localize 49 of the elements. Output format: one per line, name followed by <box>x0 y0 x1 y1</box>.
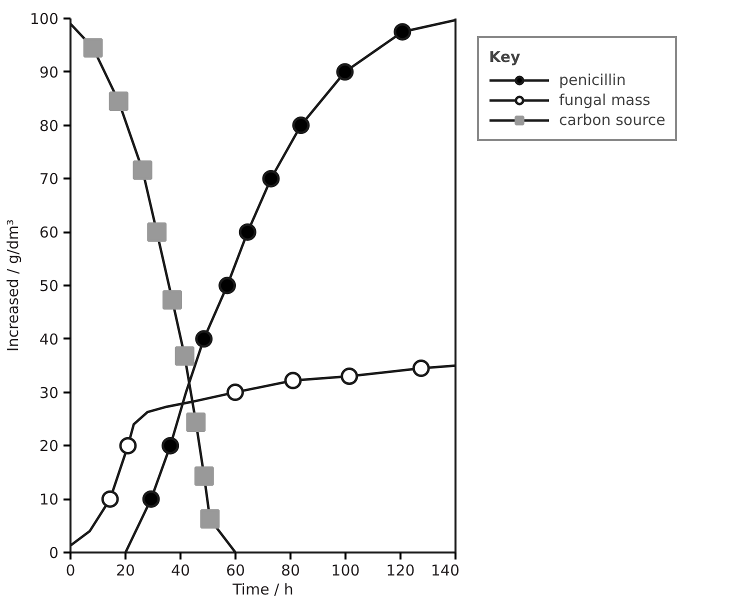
point <box>174 346 194 366</box>
point <box>132 160 152 180</box>
point <box>162 290 182 310</box>
point <box>394 23 412 41</box>
x-tick-label: 60 <box>226 562 246 580</box>
point <box>292 116 310 134</box>
y-tick-label: 50 <box>39 277 59 295</box>
y-tick-label: 40 <box>39 330 59 348</box>
point <box>186 412 206 432</box>
x-tick-label: 0 <box>66 562 76 580</box>
point <box>412 360 430 378</box>
x-tick-label: 40 <box>170 562 190 580</box>
point <box>194 466 214 486</box>
point <box>336 63 354 81</box>
x-axis-title: Time / h <box>232 580 294 598</box>
point <box>142 490 160 508</box>
point <box>226 384 244 402</box>
point <box>340 368 358 386</box>
point <box>200 509 220 529</box>
legend-label: carbon source <box>559 111 666 129</box>
x-tick-label: 140 <box>430 562 460 580</box>
x-tick-label: 80 <box>280 562 300 580</box>
y-tick-label: 100 <box>30 10 59 28</box>
point <box>147 222 167 242</box>
legend-label: penicillin <box>559 71 626 89</box>
x-tick-label: 100 <box>331 562 360 580</box>
y-tick-label: 70 <box>39 170 59 188</box>
point <box>83 38 103 58</box>
point <box>218 276 236 294</box>
y-axis-title: Increased / g/dm³ <box>4 219 22 352</box>
legend-title: Key <box>489 48 522 66</box>
legend-label: fungal mass <box>559 91 650 109</box>
point <box>238 223 256 241</box>
point <box>108 92 128 112</box>
y-tick-label: 90 <box>39 63 59 82</box>
point <box>284 372 302 390</box>
y-tick-label: 10 <box>39 490 59 509</box>
y-tick-label: 60 <box>39 224 59 242</box>
point <box>195 330 213 348</box>
y-tick-label: 80 <box>39 116 59 135</box>
point <box>262 170 280 188</box>
point <box>162 436 180 454</box>
x-tick-label: 120 <box>386 562 415 580</box>
y-tick-label: 30 <box>39 384 59 402</box>
y-tick-label: 0 <box>48 544 59 562</box>
x-tick-label: 20 <box>116 562 136 580</box>
point <box>101 490 119 508</box>
point <box>119 436 137 454</box>
y-tick-label: 20 <box>39 437 59 456</box>
